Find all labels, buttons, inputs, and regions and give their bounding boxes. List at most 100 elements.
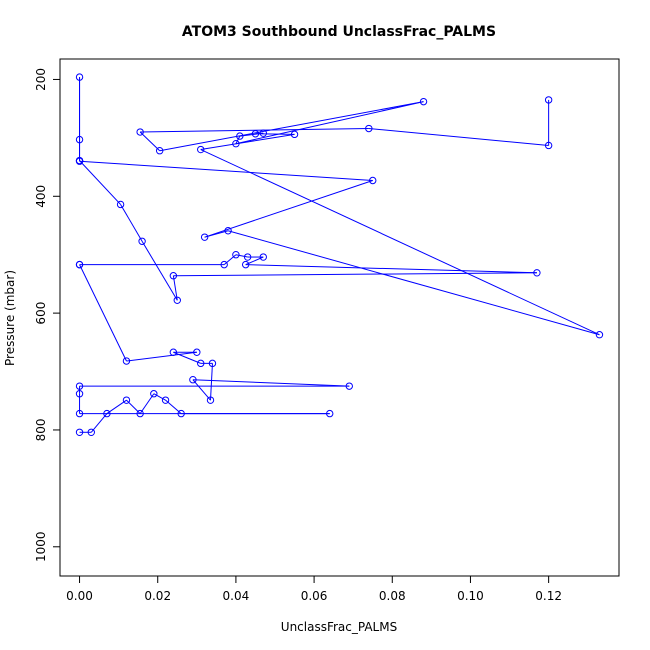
data-point bbox=[290, 130, 299, 139]
data-point bbox=[206, 396, 215, 404]
series-segment bbox=[235, 135, 241, 144]
data-point bbox=[236, 132, 244, 140]
plot-lines bbox=[79, 77, 600, 433]
data-point bbox=[103, 409, 111, 418]
y-tick-label: 200 bbox=[34, 68, 48, 91]
series-segment bbox=[368, 128, 549, 146]
x-tick-label: 0.06 bbox=[301, 589, 328, 603]
y-tick-label: 800 bbox=[34, 419, 48, 442]
data-point bbox=[189, 376, 197, 384]
data-point bbox=[193, 348, 201, 356]
series-segment bbox=[79, 160, 373, 182]
data-point bbox=[208, 359, 217, 368]
data-point bbox=[419, 97, 428, 106]
series-segment bbox=[159, 101, 424, 152]
data-point bbox=[75, 157, 84, 165]
data-point bbox=[169, 272, 178, 280]
series-segment bbox=[173, 272, 537, 277]
series-segment bbox=[120, 204, 143, 242]
data-point bbox=[136, 409, 144, 418]
series-segment bbox=[106, 399, 127, 415]
series-segment bbox=[141, 241, 178, 301]
data-point bbox=[197, 145, 205, 154]
data-point bbox=[259, 253, 267, 261]
series-segment bbox=[255, 133, 295, 135]
x-tick-label: 0.00 bbox=[66, 589, 93, 603]
data-point bbox=[595, 331, 604, 339]
data-point bbox=[150, 390, 158, 398]
data-point bbox=[369, 176, 377, 185]
data-point bbox=[177, 409, 185, 418]
data-point bbox=[243, 253, 252, 261]
data-point bbox=[365, 124, 373, 133]
series-segment bbox=[192, 379, 211, 401]
data-point bbox=[544, 96, 553, 104]
series-segment bbox=[239, 132, 264, 137]
data-point bbox=[116, 200, 125, 209]
data-point bbox=[122, 396, 131, 404]
series-segment bbox=[204, 180, 373, 238]
data-point bbox=[122, 357, 131, 365]
y-tick-label: 600 bbox=[34, 302, 48, 325]
data-point bbox=[138, 237, 146, 245]
x-tick-label: 0.12 bbox=[535, 589, 562, 603]
series-segment bbox=[200, 149, 600, 336]
x-tick-label: 0.08 bbox=[379, 589, 406, 603]
series-segment bbox=[223, 254, 237, 266]
data-point bbox=[241, 260, 250, 269]
series-segment bbox=[227, 230, 600, 336]
data-point bbox=[75, 382, 84, 390]
y-tick-label: 400 bbox=[34, 185, 48, 208]
series-segment bbox=[210, 363, 213, 401]
data-point bbox=[533, 269, 541, 277]
x-tick-label: 0.10 bbox=[457, 589, 484, 603]
data-point bbox=[220, 260, 228, 269]
series-segment bbox=[172, 275, 178, 301]
x-tick-label: 0.02 bbox=[144, 589, 171, 603]
data-point bbox=[200, 233, 209, 241]
data-point bbox=[75, 428, 84, 436]
data-point bbox=[251, 130, 260, 138]
data-point bbox=[224, 227, 232, 235]
data-point bbox=[544, 141, 553, 150]
series-segment bbox=[235, 101, 424, 145]
series-segment bbox=[235, 254, 248, 258]
x-tick-label: 0.04 bbox=[223, 589, 250, 603]
data-point bbox=[232, 140, 240, 148]
data-point bbox=[75, 409, 84, 418]
data-point bbox=[75, 390, 84, 398]
series-segment bbox=[200, 133, 295, 151]
data-point bbox=[345, 382, 353, 390]
data-point bbox=[173, 296, 181, 304]
series-segment bbox=[79, 160, 121, 205]
data-point bbox=[232, 251, 240, 259]
series-segment bbox=[126, 351, 197, 362]
series-segment bbox=[153, 393, 166, 401]
y-axis-label: Pressure (mbar) bbox=[3, 270, 17, 366]
series-segment bbox=[139, 393, 155, 414]
series-segment bbox=[192, 379, 350, 387]
data-point bbox=[169, 348, 178, 356]
data-point bbox=[75, 73, 84, 81]
data-point bbox=[197, 359, 205, 368]
series-segment bbox=[139, 131, 161, 152]
series-segment bbox=[245, 264, 537, 274]
data-point bbox=[259, 129, 267, 137]
y-axis: 200 400 600 800 1000 bbox=[34, 68, 61, 563]
data-point bbox=[75, 260, 84, 269]
data-point bbox=[326, 409, 334, 418]
plot-frame bbox=[59, 58, 620, 577]
x-axis-label: UnclassFrac_PALMS bbox=[281, 620, 397, 634]
data-point bbox=[75, 135, 84, 144]
data-point bbox=[155, 147, 164, 155]
x-axis: 0.00 0.02 0.04 0.06 0.08 0.10 0.12 bbox=[66, 575, 562, 603]
series-segment bbox=[204, 230, 229, 238]
y-tick-label: 1000 bbox=[34, 532, 48, 563]
chart-title: ATOM3 Southbound UnclassFrac_PALMS bbox=[182, 24, 496, 40]
plot-points bbox=[75, 73, 604, 436]
series-segment bbox=[90, 413, 108, 433]
series-segment bbox=[79, 264, 127, 362]
data-point bbox=[136, 128, 144, 136]
data-point bbox=[161, 396, 170, 404]
